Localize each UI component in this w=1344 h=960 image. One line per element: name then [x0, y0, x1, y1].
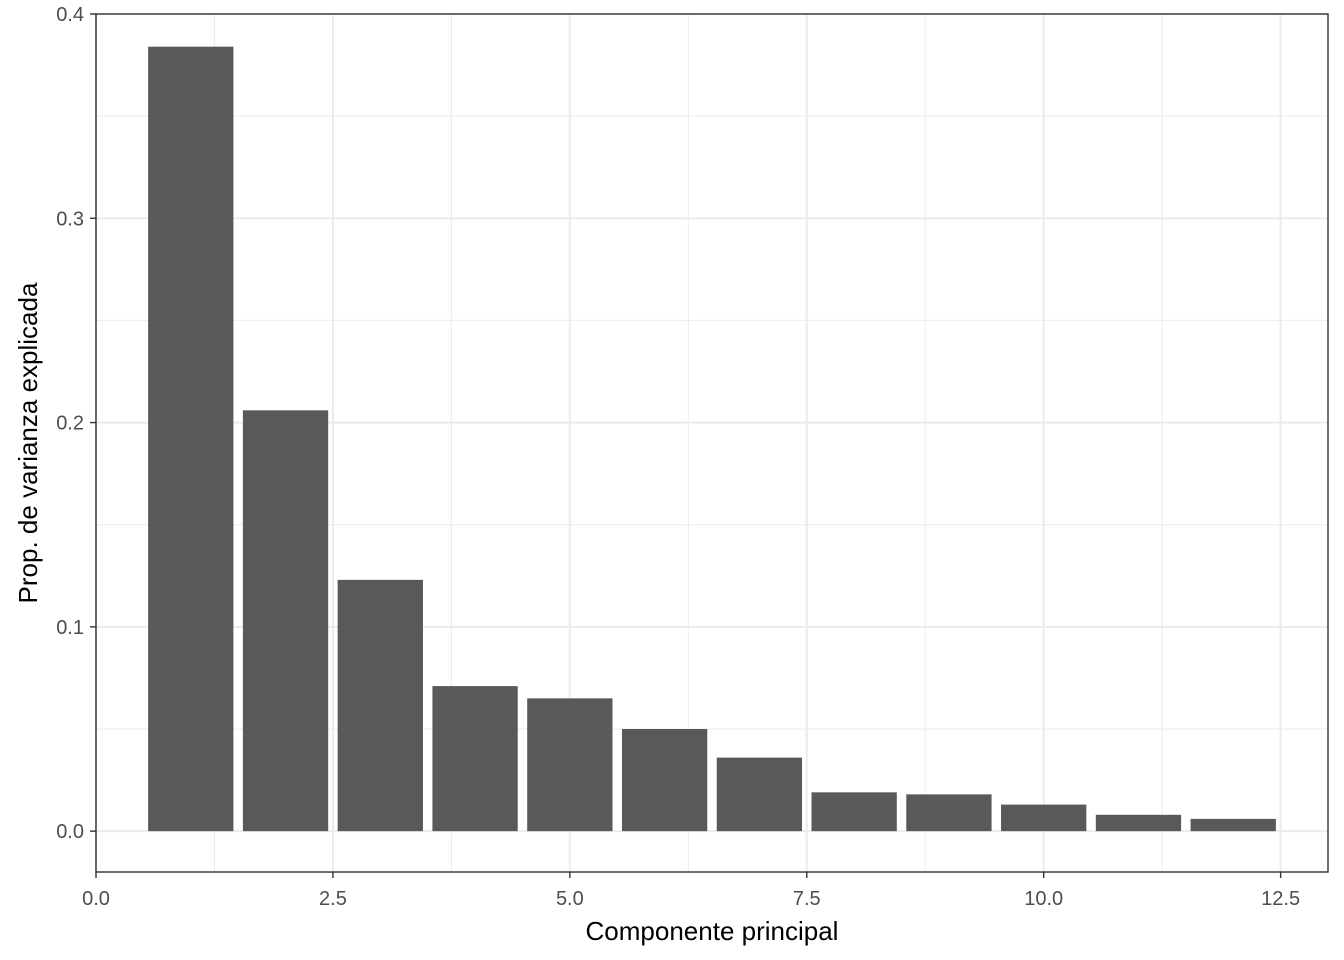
x-tick-label: 10.0: [1024, 888, 1063, 910]
bar-5: [527, 698, 613, 832]
panel-border: [95, 13, 1329, 873]
grid-minor: [96, 14, 1328, 872]
y-axis-title: Prop. de varianza explicada: [13, 282, 43, 603]
x-axis: 0.0 2.5 5.0 7.5 10.0 12.5: [82, 872, 1300, 910]
bar-9: [906, 794, 992, 832]
x-tick-label: 7.5: [793, 888, 821, 910]
y-tick-label: 0.0: [56, 821, 84, 843]
bar-11: [1095, 814, 1182, 832]
y-tick-label: 0.2: [56, 413, 84, 435]
bar-8: [811, 792, 897, 832]
y-axis: 0.0 0.1 0.2 0.3 0.4: [56, 4, 96, 843]
bar-6: [621, 729, 708, 832]
bar-4: [432, 686, 518, 832]
bar-12: [1190, 818, 1276, 832]
x-tick-label: 12.5: [1261, 888, 1300, 910]
bar-10: [1001, 804, 1087, 832]
bar-7: [716, 757, 803, 832]
bar-3: [337, 579, 423, 832]
y-tick-label: 0.4: [56, 4, 84, 26]
x-axis-title: Componente principal: [586, 916, 839, 946]
x-tick-label: 5.0: [556, 888, 584, 910]
x-tick-label: 2.5: [319, 888, 347, 910]
bars: [148, 46, 1276, 832]
bar-2: [242, 410, 329, 832]
x-tick-label: 0.0: [82, 888, 110, 910]
y-tick-label: 0.1: [56, 617, 84, 639]
y-tick-label: 0.3: [56, 208, 84, 230]
bar-1: [148, 46, 234, 832]
